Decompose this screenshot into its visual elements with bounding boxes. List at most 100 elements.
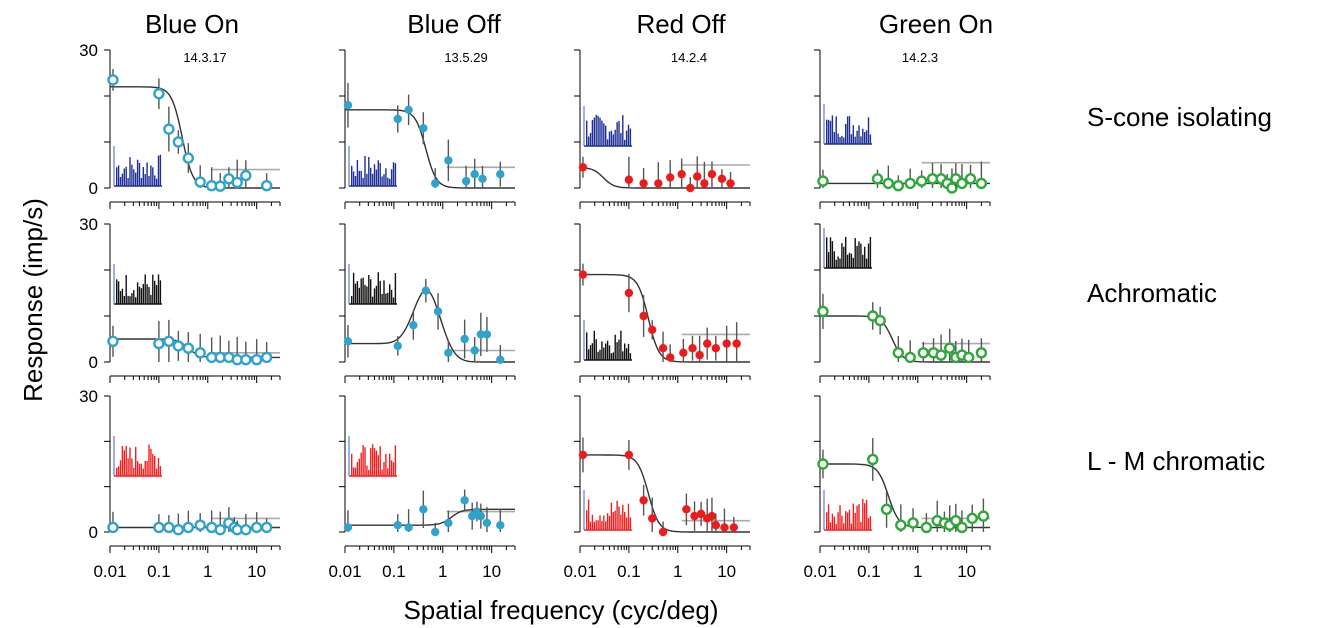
data-point <box>194 347 206 359</box>
psth-bar <box>589 521 592 530</box>
psth-bar <box>848 116 851 144</box>
psth-bar <box>148 175 150 186</box>
psth-bar <box>390 460 393 476</box>
data-point <box>444 518 453 528</box>
psth-bar <box>591 120 594 146</box>
column-title-red-off: Red Off <box>636 9 726 39</box>
psth-bar <box>159 154 162 186</box>
psth-bar <box>864 503 866 530</box>
x-ticklabel: 1 <box>203 562 212 581</box>
psth-bar <box>864 132 866 144</box>
psth-bar <box>152 274 154 304</box>
psth-bar <box>622 504 624 530</box>
psth-bar <box>150 294 152 304</box>
psth-bar <box>599 117 601 146</box>
psth-bar <box>624 511 626 530</box>
psth-bar <box>375 450 378 476</box>
psth-bar <box>351 165 353 186</box>
cell-id-red-off: 14.2.4 <box>671 50 707 65</box>
y-ticklabel: 0 <box>89 179 98 198</box>
data-point <box>726 179 735 188</box>
psth-bar <box>144 274 146 304</box>
psth-bar <box>618 339 620 360</box>
psth-bar <box>360 170 362 186</box>
psth-bar <box>591 514 594 530</box>
data-point <box>682 505 691 514</box>
data-point <box>686 183 695 193</box>
data-point <box>720 523 729 532</box>
x-ticklabel: 0.01 <box>328 562 361 581</box>
data-point <box>695 350 704 360</box>
psth-bar <box>595 520 597 530</box>
psth-bar <box>862 254 864 268</box>
data-point <box>163 123 175 135</box>
psth-bar <box>843 246 845 268</box>
psth-bar <box>606 139 609 146</box>
psth-bar <box>133 290 135 304</box>
y-ticklabel: 30 <box>79 387 98 406</box>
psth-bar <box>155 285 158 304</box>
psth-bar <box>614 510 616 530</box>
psth-bar <box>601 120 603 146</box>
psth-bar <box>131 458 133 476</box>
psth-bar <box>123 295 125 304</box>
data-point <box>904 177 916 190</box>
psth-bar <box>839 258 841 268</box>
data-point <box>107 335 119 347</box>
psth-bar <box>140 178 143 186</box>
psth-bar <box>860 136 862 144</box>
data-point <box>677 170 686 179</box>
data-point <box>431 179 440 188</box>
psth-bar <box>835 523 837 530</box>
psth-bar <box>155 178 158 186</box>
psth-bar <box>610 502 613 530</box>
fit-curve <box>345 109 515 189</box>
x-ticklabel: 10 <box>957 562 976 581</box>
data-point <box>732 339 741 348</box>
row-label-s-cone: S-cone isolating <box>1087 102 1272 132</box>
psth-bar <box>597 115 599 146</box>
psth-bar <box>856 130 858 144</box>
psth-bar <box>610 130 613 146</box>
data-point <box>707 170 717 179</box>
panel-r0-c2 <box>574 49 751 209</box>
data-point <box>404 523 413 532</box>
psth-bar <box>608 345 611 360</box>
column-title-blue-on: Blue On <box>145 9 239 39</box>
data-point <box>717 174 727 183</box>
data-point <box>444 348 453 357</box>
psth-bar <box>826 512 828 530</box>
psth-bar <box>129 447 131 476</box>
psth-bar <box>394 273 397 304</box>
data-point <box>624 288 634 298</box>
data-point <box>482 330 492 339</box>
psth-bar <box>852 503 854 530</box>
data-point <box>944 342 956 354</box>
data-point <box>478 174 487 183</box>
fit-curve <box>580 273 750 363</box>
psth-bar <box>837 133 839 144</box>
psth-bar <box>387 292 389 304</box>
psth-bar <box>123 168 125 186</box>
psth-bar <box>624 139 626 146</box>
data-point <box>404 105 413 115</box>
data-point <box>444 156 453 165</box>
data-point <box>393 521 402 530</box>
psth-bar <box>389 178 391 186</box>
psth-bar <box>618 506 620 530</box>
data-point <box>907 517 919 529</box>
psth-bar <box>368 275 370 304</box>
data-point <box>153 521 165 534</box>
data-point <box>817 175 829 187</box>
psth-bar <box>138 286 141 304</box>
psth-bar <box>845 236 847 268</box>
psth-bar <box>589 345 592 360</box>
psth-bar <box>142 167 144 186</box>
data-point <box>654 179 663 188</box>
psth-bar <box>157 274 160 304</box>
data-point <box>950 514 962 527</box>
data-point <box>966 512 978 525</box>
data-point <box>476 330 486 339</box>
psth-bar <box>146 162 148 186</box>
